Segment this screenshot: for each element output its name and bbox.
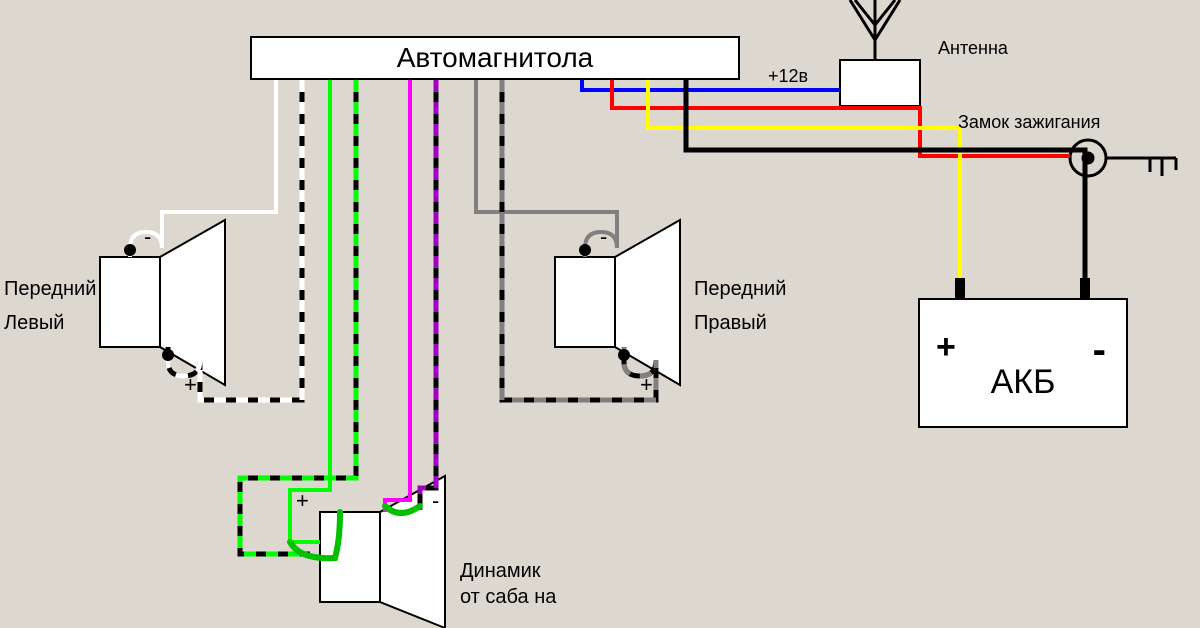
fr-label-2: Правый (694, 312, 767, 335)
ignition-label: Замок зажигания (958, 112, 1100, 133)
antenna-box (840, 60, 920, 106)
radio-unit: Автомагнитола (250, 36, 740, 80)
v12-label: +12в (768, 66, 808, 87)
wire-rl-plus-base (240, 80, 356, 554)
wire-rr-minus-base (420, 80, 436, 510)
wire-fl-minus (130, 80, 276, 257)
fl-label-1: Передний (4, 278, 96, 301)
radio-label: Автомагнитола (397, 42, 594, 74)
wire-rl-plus-dash (240, 80, 356, 554)
fl-plus: + (184, 372, 197, 398)
fl-label-2: Левый (4, 312, 64, 335)
battery-plus: + (936, 328, 956, 367)
fl-plus-dot (162, 349, 174, 361)
fr-label-1: Передний (694, 278, 786, 301)
fl-minus: - (144, 224, 151, 250)
antenna-label: Антенна (938, 38, 1008, 59)
sub-minus: - (432, 488, 439, 514)
wire-rr-magenta (385, 80, 410, 512)
fl-minus-dot (124, 244, 136, 256)
fr-plus: + (640, 372, 653, 398)
battery-label: АКБ (991, 363, 1056, 402)
fr-minus-dot (579, 244, 591, 256)
wire-fr-minus (476, 80, 617, 257)
battery-box: + - АКБ (918, 298, 1128, 428)
antenna-icon (850, 0, 900, 60)
battery-minus: - (1093, 328, 1106, 373)
fr-minus: - (600, 224, 607, 250)
wire-rl-lime (290, 80, 330, 542)
sub-label-2: от саба на (460, 586, 556, 609)
sub-plus: + (296, 488, 309, 514)
sub-label-1: Динамик (460, 560, 541, 583)
fr-plus-dot (618, 349, 630, 361)
